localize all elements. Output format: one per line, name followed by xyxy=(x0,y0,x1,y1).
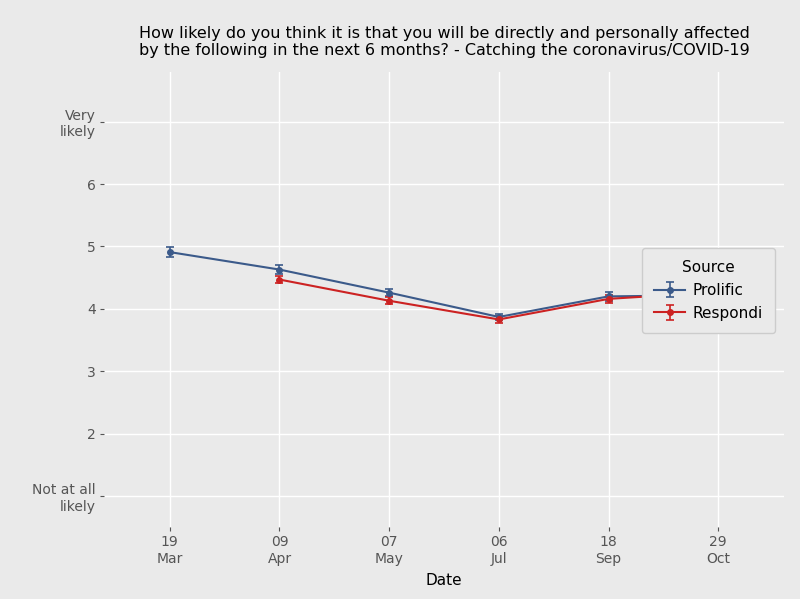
Legend: Prolific, Respondi: Prolific, Respondi xyxy=(642,248,775,333)
Title: How likely do you think it is that you will be directly and personally affected
: How likely do you think it is that you w… xyxy=(138,26,750,58)
X-axis label: Date: Date xyxy=(426,573,462,588)
